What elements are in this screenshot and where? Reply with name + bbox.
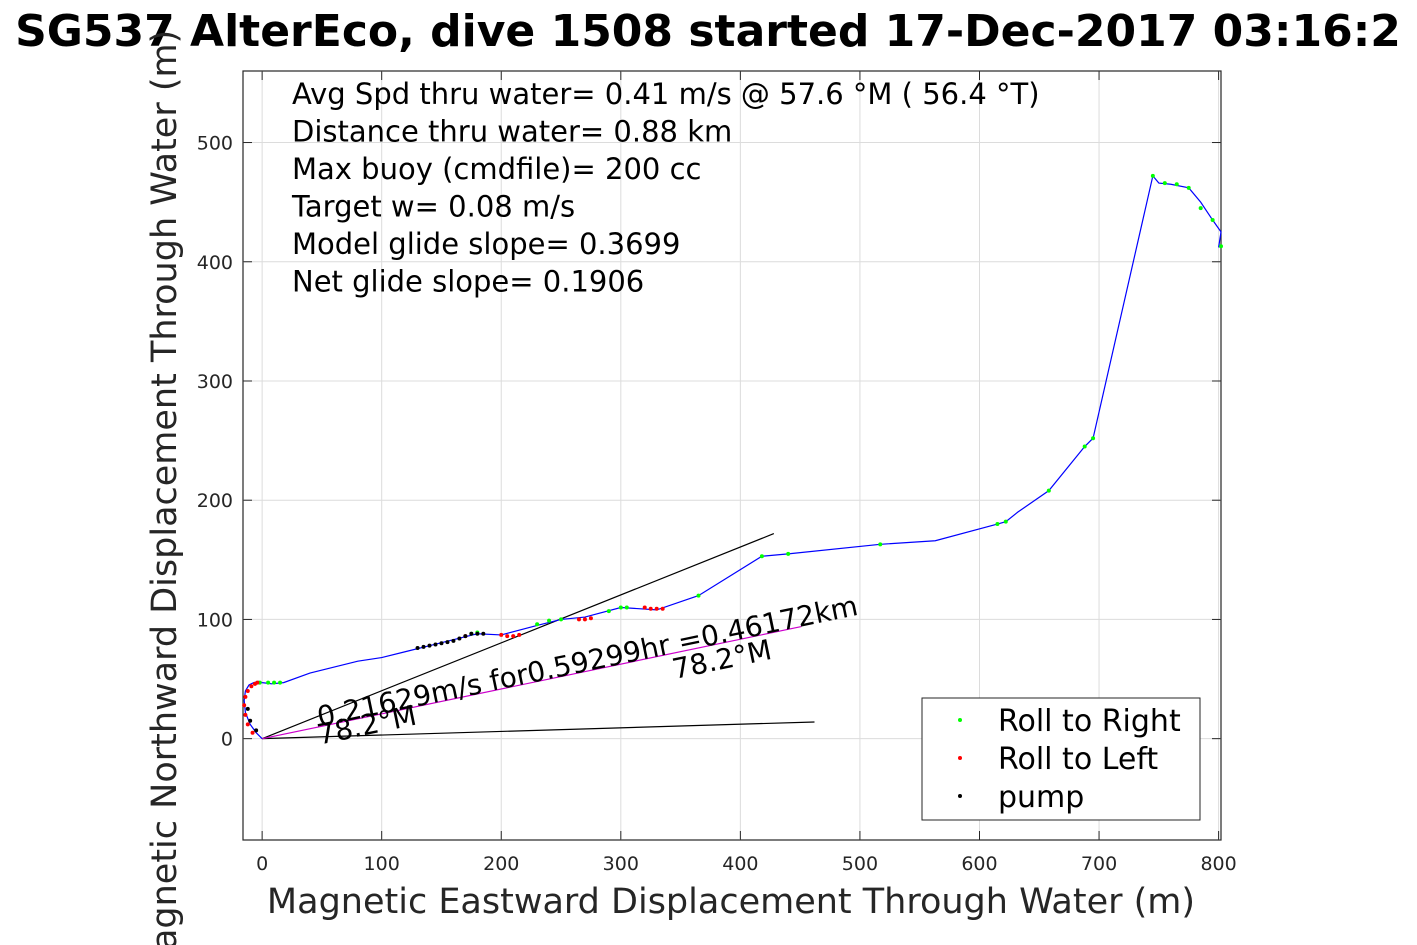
y-tick-label: 200 [197, 490, 233, 512]
x-tick-label: 500 [842, 853, 878, 875]
point-roll-to-left [245, 722, 250, 727]
point-roll-to-left [242, 703, 247, 708]
y-axis-label: Magnetic Northward Displacement Through … [145, 30, 185, 945]
stat-line: Net glide slope= 0.1906 [292, 265, 644, 299]
point-roll-to-right [1162, 181, 1167, 186]
point-roll-to-right [759, 554, 764, 559]
stat-line: Distance thru water= 0.88 km [292, 115, 732, 149]
average-heading-line [262, 626, 802, 740]
point-pump [254, 728, 259, 733]
legend-label: Roll to Right [998, 704, 1181, 739]
stats-text-block: Avg Spd thru water= 0.41 m/s @ 57.6 °M (… [291, 77, 1040, 299]
x-axis-ticks: 0 100 200 300 400 500 600 700 800 [256, 71, 1237, 875]
point-roll-to-right [1091, 436, 1096, 441]
point-pump [421, 644, 426, 649]
point-roll-to-right [559, 617, 564, 622]
point-pump [469, 631, 474, 636]
point-roll-to-left [660, 606, 665, 611]
x-tick-label: 400 [722, 853, 758, 875]
y-axis-ticks: 0 100 200 300 400 500 [197, 133, 1221, 751]
point-roll-to-right [786, 551, 791, 556]
point-pump [457, 636, 462, 641]
x-tick-label: 200 [483, 853, 519, 875]
stat-line: Max buoy (cmdfile)= 200 cc [292, 152, 701, 186]
point-roll-to-right [266, 680, 271, 685]
point-pump [463, 634, 468, 639]
x-axis-label: Magnetic Eastward Displacement Through W… [267, 882, 1195, 922]
x-tick-label: 100 [364, 853, 400, 875]
legend-marker [958, 718, 962, 722]
point-roll-to-left [245, 688, 250, 693]
point-roll-to-left [588, 616, 593, 621]
reference-line [262, 721, 815, 740]
legend-marker [958, 756, 962, 760]
point-roll-to-right [1198, 206, 1203, 211]
data-marks [242, 173, 1223, 735]
x-tick-label: 600 [961, 853, 997, 875]
point-roll-to-right [878, 542, 883, 547]
point-roll-to-right [1174, 182, 1179, 187]
point-roll-to-left [255, 680, 260, 685]
point-roll-to-right [618, 605, 623, 610]
y-tick-label: 500 [197, 133, 233, 155]
point-pump [415, 646, 420, 651]
point-roll-to-left [648, 606, 653, 611]
point-pump [245, 706, 250, 711]
point-roll-to-right [606, 609, 611, 614]
point-roll-to-right [547, 618, 552, 623]
point-roll-to-left [654, 606, 659, 611]
chart-title: SG537 AlterEco, dive 1508 started 17-Dec… [15, 6, 1401, 57]
y-tick-label: 100 [197, 609, 233, 631]
point-roll-to-right [696, 593, 701, 598]
legend-box [921, 697, 1201, 821]
point-roll-to-left [517, 632, 522, 637]
point-roll-to-right [535, 622, 540, 627]
x-tick-label: 700 [1081, 853, 1117, 875]
point-roll-to-left [499, 632, 504, 637]
legend-marker [958, 794, 962, 798]
x-tick-label: 800 [1200, 853, 1236, 875]
y-tick-label: 400 [197, 252, 233, 274]
point-roll-to-left [243, 712, 248, 717]
y-tick-label: 0 [221, 729, 233, 751]
stat-line: Model glide slope= 0.3699 [292, 227, 680, 261]
point-roll-to-left [642, 605, 647, 610]
point-roll-to-right [278, 680, 283, 685]
point-roll-to-left [243, 694, 248, 699]
point-pump [433, 642, 438, 647]
point-roll-to-right [995, 522, 1000, 527]
point-roll-to-right [1082, 444, 1087, 449]
point-roll-to-left [582, 617, 587, 622]
legend-label: pump [998, 780, 1084, 815]
point-pump [248, 718, 253, 723]
x-tick-label: 0 [256, 853, 268, 875]
point-pump [445, 640, 450, 645]
point-roll-to-left [576, 617, 581, 622]
stat-line: Avg Spd thru water= 0.41 m/s @ 57.6 °M (… [292, 77, 1040, 111]
point-roll-to-right [1186, 185, 1191, 190]
point-pump [451, 638, 456, 643]
point-roll-to-right [272, 680, 277, 685]
point-pump [427, 643, 432, 648]
legend-label: Roll to Left [998, 742, 1158, 777]
point-roll-to-left [505, 634, 510, 639]
point-roll-to-right [624, 605, 629, 610]
point-pump [481, 631, 486, 636]
point-roll-to-right [1219, 244, 1223, 249]
point-roll-to-right [1046, 488, 1051, 493]
point-roll-to-right [1150, 173, 1155, 178]
point-pump [475, 631, 480, 636]
point-roll-to-left [249, 684, 254, 689]
point-roll-to-right [1003, 519, 1008, 524]
point-roll-to-left [511, 634, 516, 639]
y-tick-label: 300 [197, 371, 233, 393]
x-tick-label: 300 [603, 853, 639, 875]
point-roll-to-left [250, 730, 255, 735]
point-pump [439, 641, 444, 646]
point-roll-to-right [1210, 218, 1215, 223]
stat-line: Target w= 0.08 m/s [291, 190, 575, 224]
plot-area: 0 100 200 300 400 500 600 700 800 0 100 200 300 400 5… [197, 70, 1237, 875]
